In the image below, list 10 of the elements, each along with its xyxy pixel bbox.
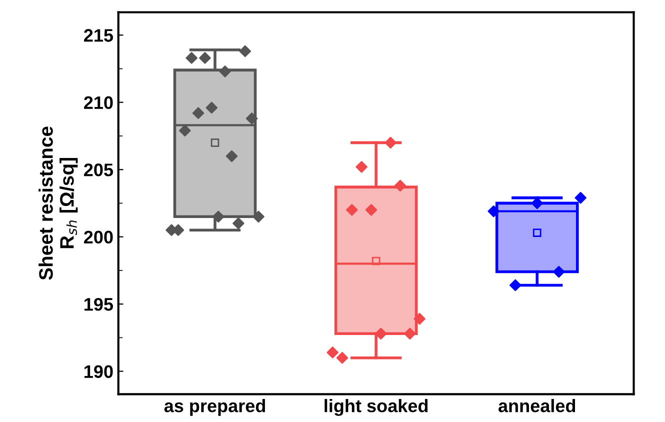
x-tick-label: as prepared <box>164 399 265 416</box>
x-tick-label: light soaked <box>324 399 428 416</box>
x-tick-label: annealed <box>498 399 576 412</box>
y-tick-label: 195 <box>84 298 114 311</box>
y-tick-label: 205 <box>84 164 114 176</box>
y-tick-label: 190 <box>84 365 113 378</box>
y-tick-label: 215 <box>84 29 114 42</box>
y-axis-title: Sheet resistance R$_{sh}$ [Ω/sq] <box>38 126 78 280</box>
y-tick-label: 210 <box>84 96 113 110</box>
y-tick-label: 200 <box>84 230 113 244</box>
